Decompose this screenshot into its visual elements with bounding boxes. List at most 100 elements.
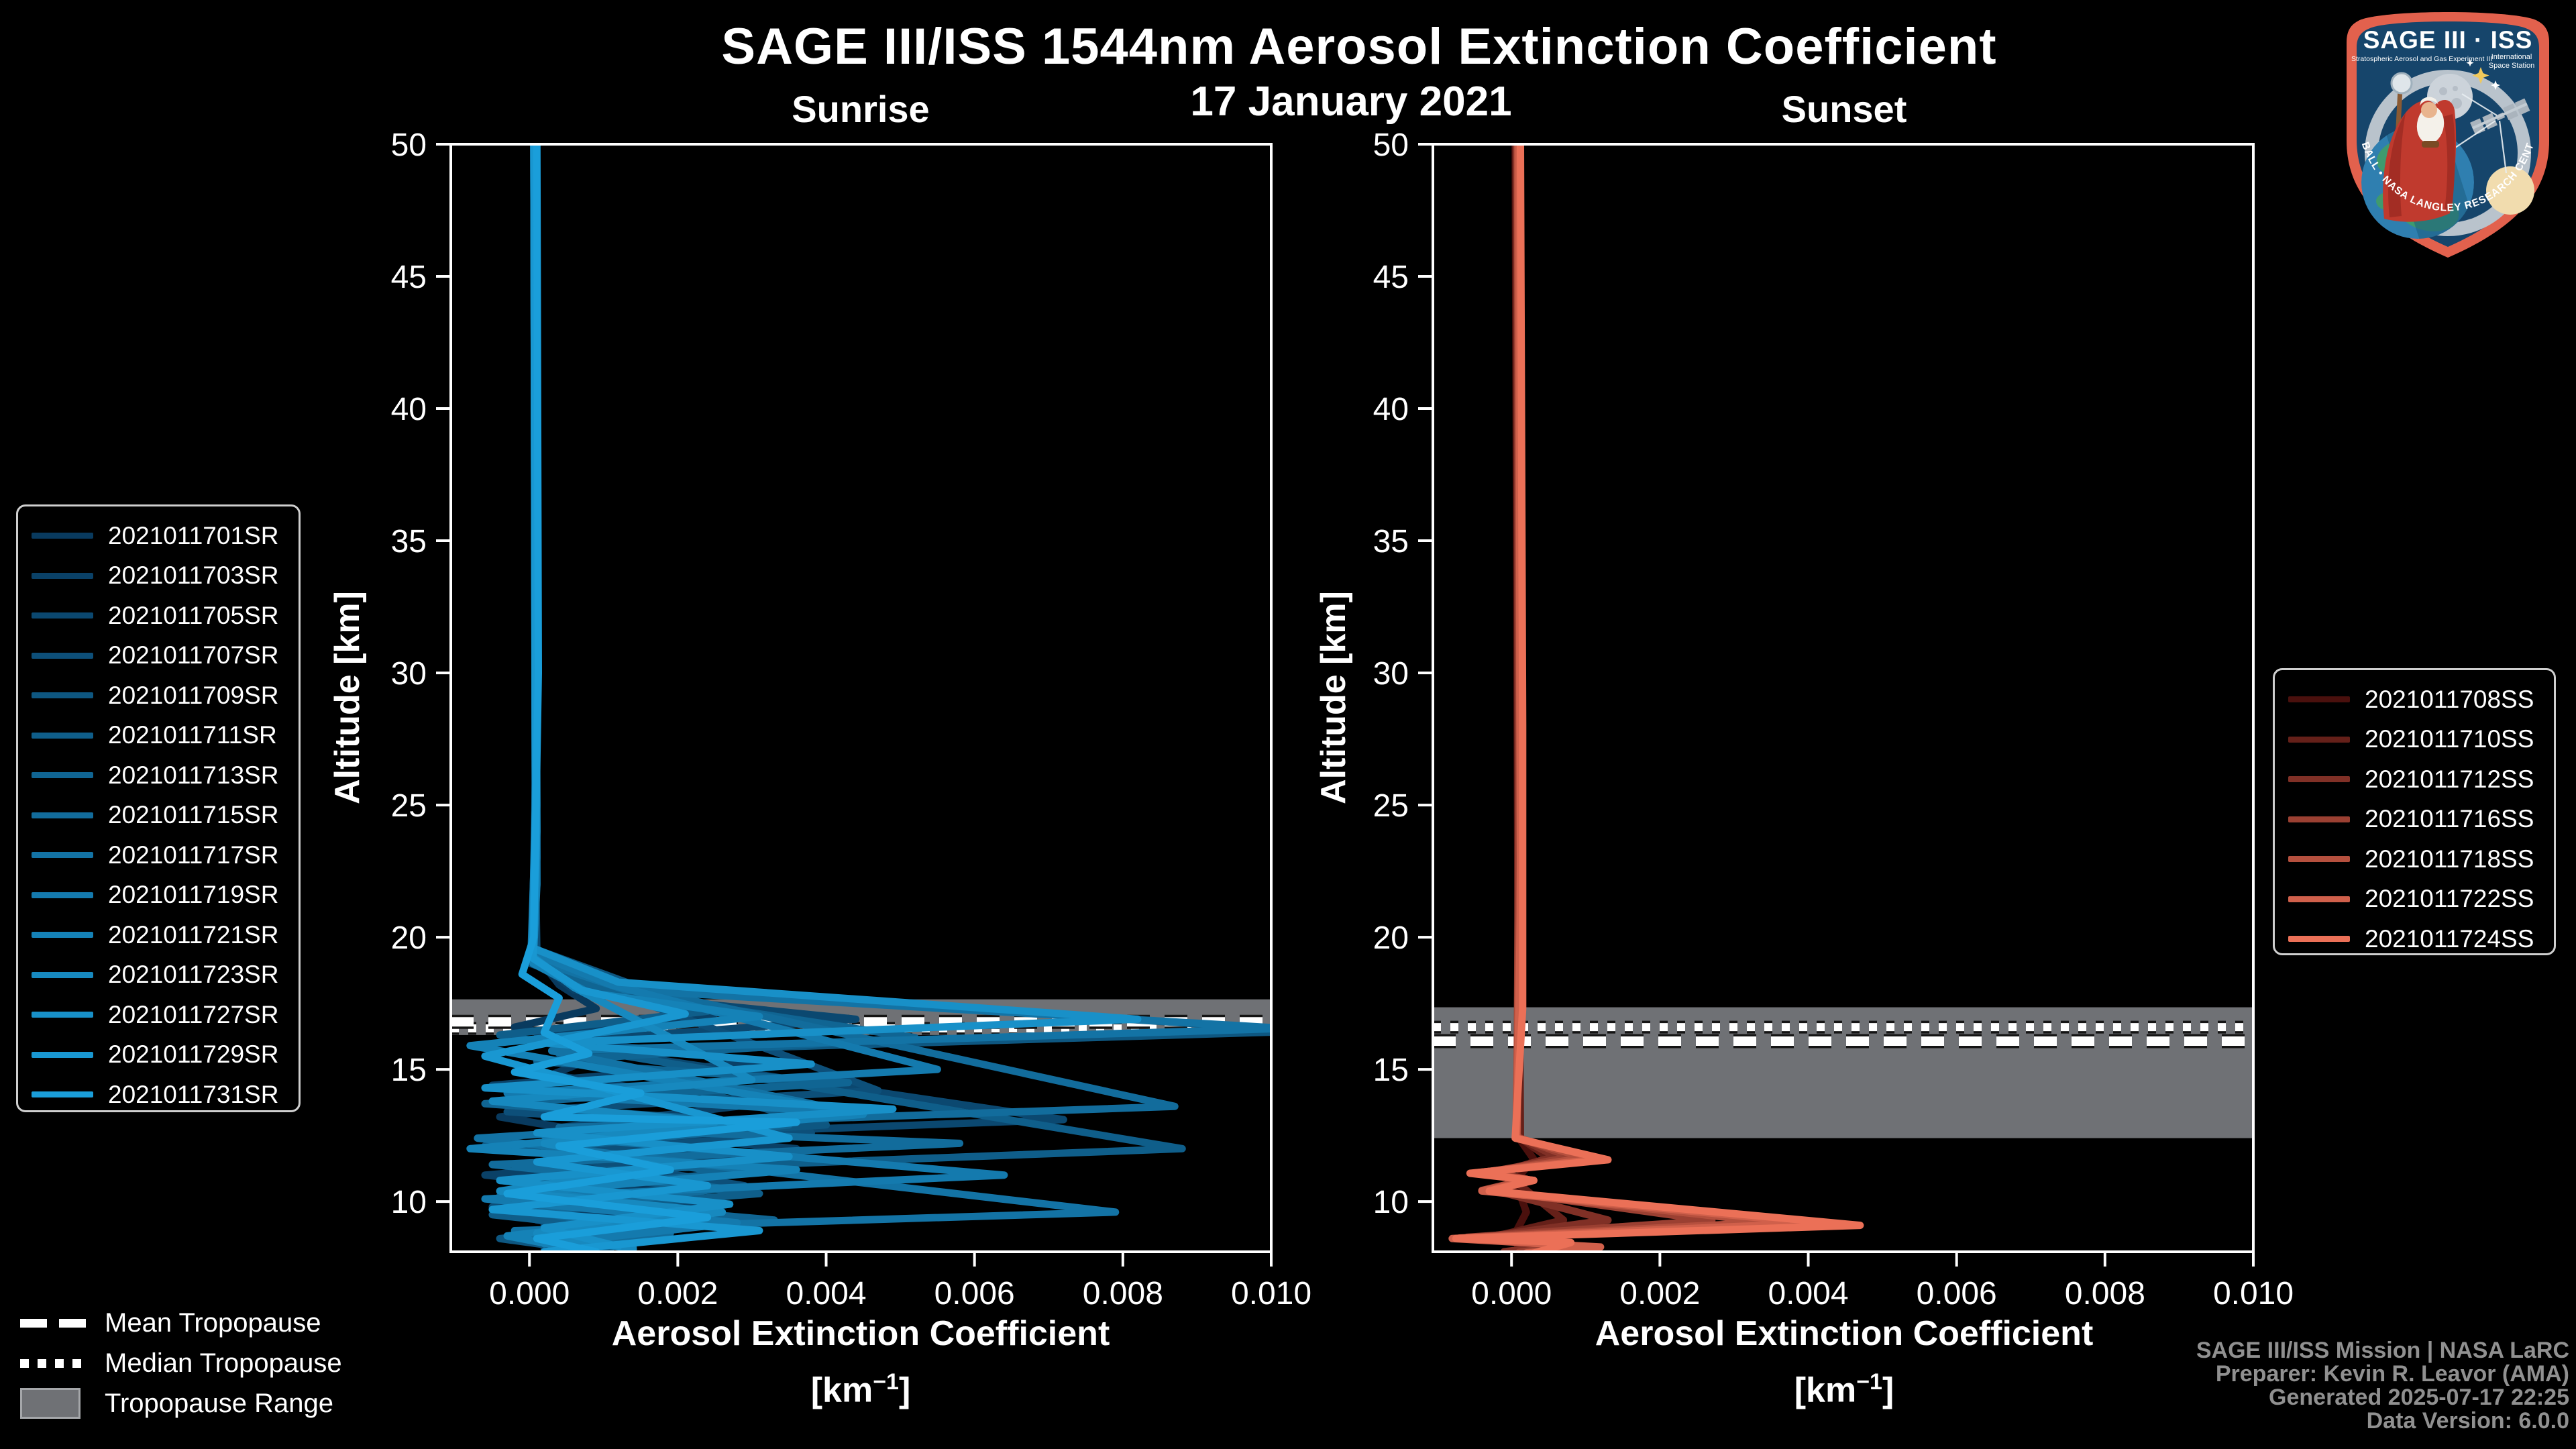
legend-item: 2021011727SR <box>32 995 286 1035</box>
footer-preparer-line: Preparer: Kevin R. Leavor (AMA) <box>2215 1361 2569 1387</box>
legend-label: 2021011727SR <box>108 1000 279 1028</box>
footer-version-line: Data Version: 6.0.0 <box>2366 1408 2569 1434</box>
legend-item: 2021011711SR <box>32 716 286 756</box>
legend-swatch <box>2288 776 2350 783</box>
legend-label: 2021011718SS <box>2365 845 2534 873</box>
sunrise-y-axis-label: Altitude [km] <box>328 591 367 804</box>
legend-item: 2021011729SR <box>32 1035 286 1075</box>
legend-item: 2021011705SR <box>32 596 286 636</box>
tropopause-range-label: Tropopause Range <box>105 1388 333 1418</box>
legend-label: 2021011703SR <box>108 561 279 590</box>
sunrise-x-axis-label: Aerosol Extinction Coefficient [km−1] <box>391 1309 1330 1414</box>
legend-label: 2021011701SR <box>108 521 279 549</box>
y-tick-label: 50 <box>391 127 427 163</box>
sunset-panel-title: Sunset <box>1781 88 1907 130</box>
tropopause-legend: Mean Tropopause Median Tropopause Tropop… <box>20 1303 342 1424</box>
sage-figure <box>2383 72 2457 222</box>
legend-item: 2021011718SS <box>2288 839 2542 879</box>
y-tick-label: 40 <box>1373 392 1409 427</box>
x-tick-label: 0.004 <box>786 1276 866 1311</box>
y-tick-label: 10 <box>1373 1185 1409 1220</box>
y-tick-label: 20 <box>1373 920 1409 956</box>
stars <box>2466 59 2500 90</box>
legend-item: 2021011719SR <box>32 875 286 916</box>
legend-item: 2021011708SS <box>2288 680 2542 720</box>
sunset-plot-border <box>1432 143 2255 1253</box>
legend-item: 2021011724SS <box>2288 919 2542 959</box>
legend-swatch <box>32 572 93 579</box>
y-tick-label: 25 <box>1373 788 1409 824</box>
sunrise-plot-border <box>449 143 1273 1253</box>
legend-swatch <box>32 1051 93 1058</box>
legend-label: 2021011717SR <box>108 841 279 869</box>
legend-item: 2021011710SS <box>2288 720 2542 760</box>
legend-swatch <box>2288 896 2350 902</box>
legend-label: 2021011731SR <box>108 1080 279 1108</box>
sunset-plot: 0.000 0.002 0.004 0.006 0.008 0.010 50 45 40 35 30… <box>1373 127 2294 1311</box>
legend-label: 2021011705SR <box>108 601 279 629</box>
footer-mission-line: SAGE III/ISS Mission | NASA LaRC <box>2196 1338 2569 1363</box>
median-tropopause-legend-item: Median Tropopause <box>20 1343 342 1383</box>
legend-label: 2021011729SR <box>108 1040 279 1069</box>
mean-tropopause-label: Mean Tropopause <box>105 1307 321 1338</box>
sunrise-plot: 0.000 0.002 0.004 0.006 0.008 0.010 50 45 40 35 30… <box>391 127 1311 1311</box>
legend-swatch <box>2288 696 2350 703</box>
legend-item: 2021011715SR <box>32 796 286 836</box>
sun-icon <box>2486 166 2534 215</box>
legend-swatch <box>32 1091 93 1098</box>
legend-item: 2021011707SR <box>32 636 286 676</box>
median-tropopause-dotted-swatch <box>20 1358 87 1368</box>
legend-swatch <box>32 652 93 659</box>
legend-item: 2021011712SS <box>2288 759 2542 800</box>
x-tick-label: 0.008 <box>1083 1276 1163 1311</box>
median-tropopause-label: Median Tropopause <box>105 1348 342 1378</box>
legend-swatch <box>2288 936 2350 943</box>
x-tick-label: 0.008 <box>2065 1276 2145 1311</box>
legend-label: 2021011715SR <box>108 801 279 829</box>
legend-item: 2021011717SR <box>32 835 286 875</box>
page-title: SAGE III/ISS 1544nm Aerosol Extinction C… <box>721 18 1997 75</box>
legend-label: 2021011716SS <box>2365 805 2534 833</box>
legend-label: 2021011721SR <box>108 920 279 949</box>
sage-iii-iss-mission-patch: SAGE III · ISS Stratospheric Aerosol and… <box>2343 9 2549 258</box>
legend-label: 2021011719SR <box>108 881 279 909</box>
x-tick-label: 0.002 <box>637 1276 718 1311</box>
legend-item: 2021011721SR <box>32 915 286 955</box>
legend-item: 2021011731SR <box>32 1075 286 1115</box>
tropopause-range-swatch <box>20 1388 87 1419</box>
legend-swatch <box>32 533 93 539</box>
legend-item: 2021011701SR <box>32 516 286 556</box>
logo-title: SAGE III · ISS <box>2363 26 2533 54</box>
y-tick-label: 15 <box>391 1053 427 1088</box>
x-tick-label: 0.004 <box>1768 1276 1848 1311</box>
y-tick-label: 45 <box>1373 260 1409 295</box>
footer-generated-line: Generated 2025-07-17 22:25 <box>2269 1385 2569 1410</box>
series-line-2021011727SR <box>481 144 1142 1250</box>
iss-icon <box>2469 98 2530 136</box>
legend-swatch <box>32 852 93 859</box>
y-tick-label: 35 <box>1373 524 1409 559</box>
legend-item: 2021011716SS <box>2288 800 2542 840</box>
mean-tropopause-legend-item: Mean Tropopause <box>20 1303 342 1343</box>
legend-label: 2021011722SS <box>2365 885 2534 913</box>
y-tick-label: 30 <box>391 656 427 692</box>
x-tick-label: 0.006 <box>1917 1276 1997 1311</box>
legend-label: 2021011711SR <box>108 721 277 749</box>
x-tick-label: 0.000 <box>1471 1276 1552 1311</box>
legend-label: 2021011723SR <box>108 961 279 989</box>
legend-label: 2021011710SS <box>2365 725 2534 753</box>
logo-subtitle-right-2: Space Station <box>2489 62 2535 70</box>
mean-tropopause-dashed-swatch <box>20 1318 87 1328</box>
date-subtitle: 17 January 2021 <box>1190 78 1512 125</box>
legend-swatch <box>32 732 93 739</box>
y-tick-label: 10 <box>391 1185 427 1220</box>
y-tick-label: 40 <box>391 392 427 427</box>
legend-item: 2021011722SS <box>2288 879 2542 920</box>
x-tick-label: 0.006 <box>934 1276 1015 1311</box>
legend-swatch <box>32 772 93 779</box>
x-tick-label: 0.010 <box>1231 1276 1311 1311</box>
x-axis-label-line1: Aerosol Extinction Coefficient <box>611 1314 1110 1353</box>
legend-label: 2021011724SS <box>2365 924 2534 953</box>
legend-item: 2021011703SR <box>32 556 286 596</box>
